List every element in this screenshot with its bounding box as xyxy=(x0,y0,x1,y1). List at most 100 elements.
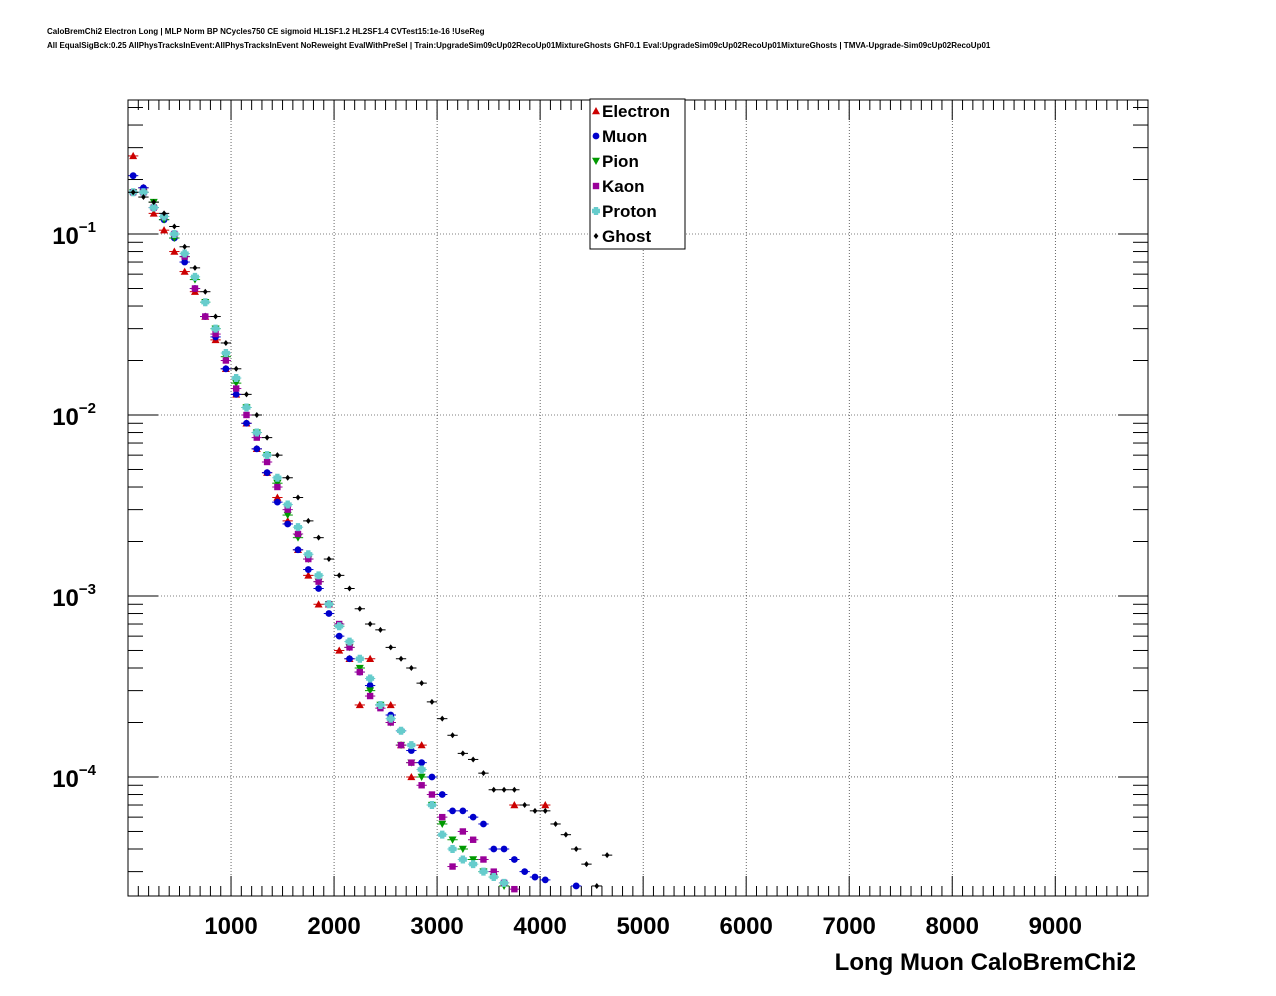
data-point xyxy=(490,868,497,875)
data-point xyxy=(501,786,507,793)
x-tick-label: 7000 xyxy=(823,913,876,940)
data-point xyxy=(273,479,282,488)
data-point xyxy=(366,674,375,683)
data-point xyxy=(367,621,373,628)
data-point xyxy=(274,483,281,491)
legend-marker-proton xyxy=(592,207,600,215)
data-point xyxy=(408,759,415,766)
legend-label-muon: Muon xyxy=(602,127,647,146)
data-point xyxy=(469,860,478,869)
y-tick-label: 10−3 xyxy=(52,581,96,612)
data-point xyxy=(531,873,539,881)
data-point xyxy=(283,500,292,509)
x-tick-label: 5000 xyxy=(616,913,669,940)
data-point xyxy=(448,836,457,844)
data-point xyxy=(491,786,497,793)
data-point xyxy=(397,726,406,735)
data-point xyxy=(500,845,508,853)
data-point xyxy=(243,419,250,427)
data-point xyxy=(510,856,518,863)
data-point xyxy=(180,267,189,275)
data-point xyxy=(274,452,280,459)
data-point xyxy=(221,349,230,358)
data-point xyxy=(458,845,467,854)
x-tick-label: 6000 xyxy=(719,913,772,940)
data-point xyxy=(469,856,478,864)
data-point xyxy=(386,714,395,723)
data-point xyxy=(356,668,364,676)
data-point xyxy=(407,741,416,750)
data-point xyxy=(458,855,467,864)
data-point xyxy=(438,791,446,798)
data-point xyxy=(490,845,498,853)
data-point xyxy=(283,511,292,520)
data-point xyxy=(419,680,425,687)
data-point xyxy=(366,654,375,662)
data-point xyxy=(304,571,313,579)
data-point xyxy=(469,836,477,843)
y-tick-label: 10−2 xyxy=(52,400,96,431)
x-tick-label: 2000 xyxy=(307,913,360,940)
data-point xyxy=(459,828,467,835)
data-point xyxy=(572,882,580,890)
data-point xyxy=(510,801,519,809)
data-point xyxy=(244,391,249,398)
data-point xyxy=(316,534,322,541)
data-point xyxy=(469,813,477,821)
data-point xyxy=(481,770,486,777)
data-point xyxy=(273,473,282,482)
data-point xyxy=(170,230,179,239)
data-point xyxy=(347,585,352,592)
data-point xyxy=(242,403,251,412)
data-point xyxy=(139,188,148,197)
data-point xyxy=(264,434,270,441)
data-point xyxy=(378,626,383,633)
data-point xyxy=(149,203,158,212)
legend-label-pion: Pion xyxy=(602,152,639,171)
data-point xyxy=(366,682,374,689)
data-point xyxy=(233,365,239,372)
data-point xyxy=(232,374,241,383)
data-point xyxy=(294,530,302,538)
data-point xyxy=(366,692,374,700)
data-point xyxy=(335,632,343,640)
data-point xyxy=(263,451,272,460)
data-point xyxy=(190,272,199,281)
data-point xyxy=(355,654,364,663)
data-point xyxy=(417,741,426,749)
data-point xyxy=(480,856,487,863)
chart-title-line2: All EqualSigBck:0.25 AllPhysTracksInEven… xyxy=(47,41,991,50)
data-point xyxy=(253,445,261,453)
series-proton xyxy=(128,188,510,887)
legend-label-proton: Proton xyxy=(602,202,657,221)
data-point xyxy=(285,474,291,481)
data-point xyxy=(522,802,528,809)
data-point xyxy=(315,585,323,592)
series-kaon xyxy=(128,189,520,893)
data-point xyxy=(254,411,260,418)
data-point xyxy=(304,550,313,559)
data-point xyxy=(294,546,302,554)
data-point xyxy=(253,434,260,441)
data-point xyxy=(213,313,218,320)
data-point xyxy=(542,807,548,814)
data-point xyxy=(284,506,291,513)
x-tick-label: 4000 xyxy=(513,913,566,940)
data-point xyxy=(202,288,208,295)
data-point xyxy=(439,715,445,722)
data-point xyxy=(398,655,404,662)
data-point xyxy=(428,791,436,798)
data-point xyxy=(284,520,292,528)
legend-marker-muon xyxy=(592,132,600,140)
data-point xyxy=(479,867,488,876)
data-point xyxy=(594,882,600,889)
legend-marker-ghost xyxy=(593,233,599,239)
data-point xyxy=(314,600,323,608)
tick-labels: 1000 2000 3000 4000 5000 6000 7000 8000 9000 10−4… xyxy=(52,219,1082,940)
data-point xyxy=(336,572,342,579)
data-point xyxy=(294,523,302,532)
data-point xyxy=(201,298,210,307)
data-point xyxy=(604,852,610,859)
data-point xyxy=(511,885,518,893)
data-point xyxy=(325,610,333,617)
